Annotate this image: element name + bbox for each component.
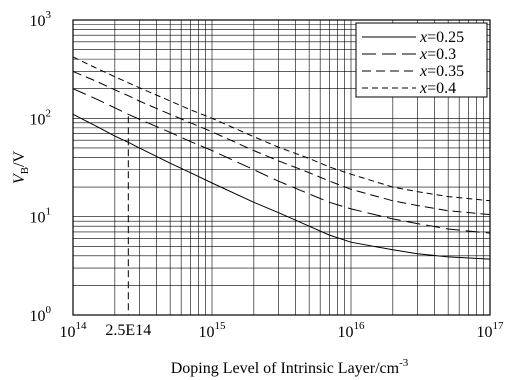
- legend-box: [355, 22, 488, 98]
- series-line-1: [72, 113, 491, 260]
- x-tick-label: 1014: [60, 320, 88, 341]
- y-tick-label: 102: [30, 107, 52, 128]
- y-tick-label: 101: [30, 206, 52, 227]
- x-tick-label: 1015: [199, 320, 227, 341]
- y-tick-labels: 100 101 102 103: [30, 9, 52, 325]
- x-tick-label: 1016: [338, 320, 366, 341]
- plot-frame: [72, 19, 491, 316]
- legend-label-4: x=0.4: [419, 80, 456, 97]
- x-tick-labels: 1014 1015 1016 1017: [60, 320, 505, 341]
- series-line-4: [72, 56, 491, 202]
- legend-label-3: x=0.35: [419, 63, 464, 80]
- annotation: 2.5E14: [105, 116, 151, 339]
- series-line-2: [72, 88, 491, 234]
- y-tick-label: 103: [30, 9, 52, 30]
- legend-label-2: x=0.3: [419, 46, 456, 63]
- curves: [72, 56, 491, 260]
- series-line-3: [72, 70, 491, 216]
- y-tick-label: 100: [30, 304, 52, 325]
- legend-label-1: x=0.25: [419, 29, 464, 46]
- legend: x=0.25x=0.3x=0.35x=0.4: [355, 22, 488, 98]
- x-axis-label: Doping Level of Intrinsic Layer/cm-3: [171, 357, 409, 377]
- annotation-label: 2.5E14: [105, 322, 151, 339]
- y-axis-label: VB/V: [11, 150, 31, 184]
- x-tick-label: 1017: [477, 320, 505, 341]
